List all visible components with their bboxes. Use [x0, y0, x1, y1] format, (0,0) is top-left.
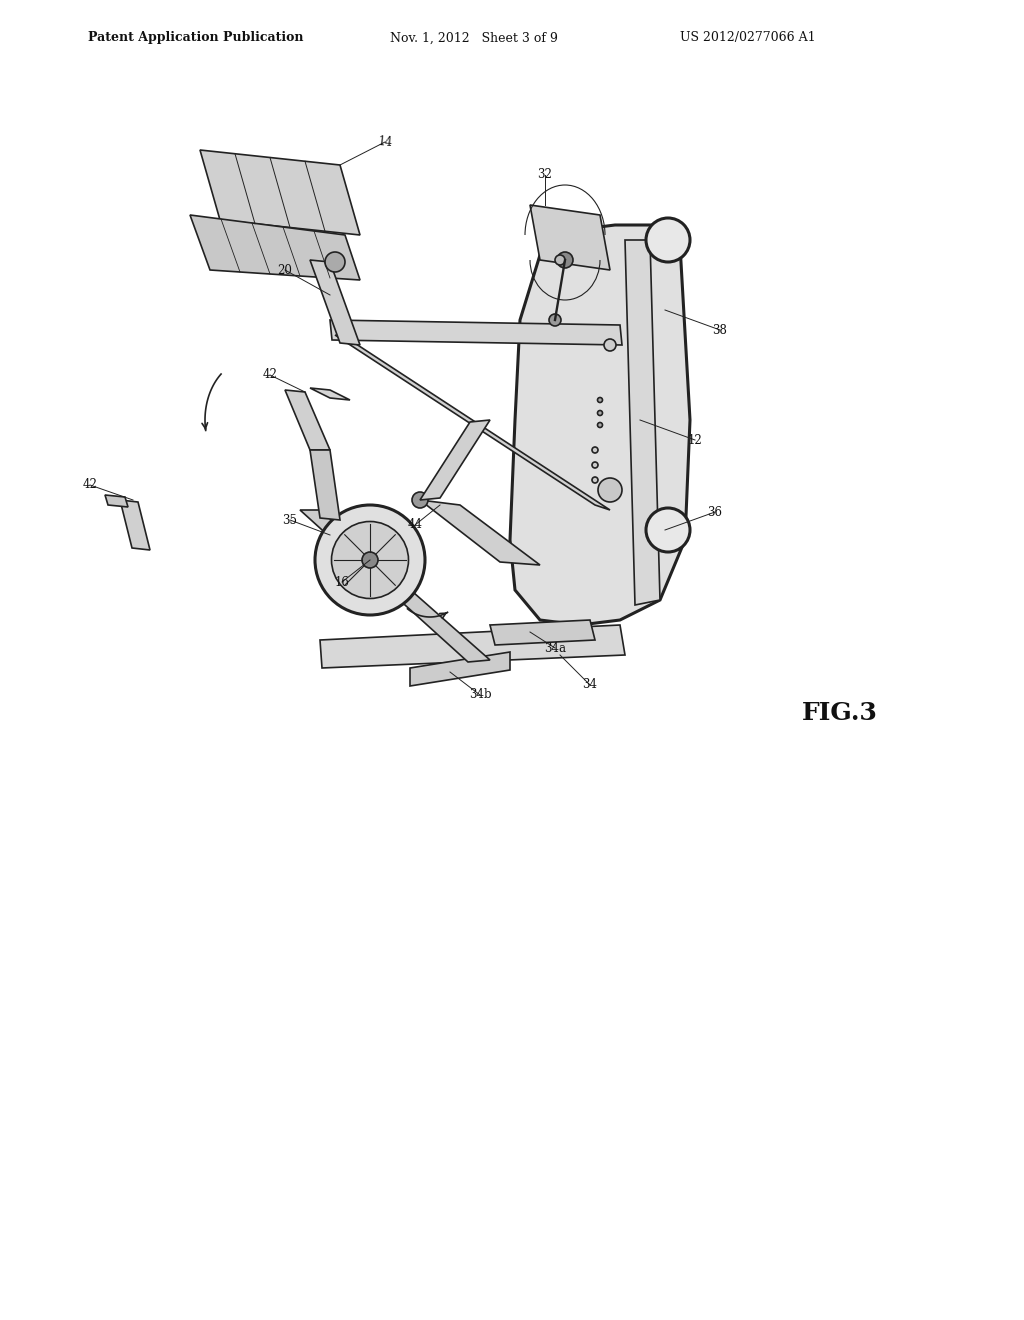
- Text: 38: 38: [713, 323, 727, 337]
- Text: 16: 16: [335, 576, 349, 589]
- Circle shape: [362, 552, 378, 568]
- Circle shape: [592, 477, 598, 483]
- Circle shape: [549, 314, 561, 326]
- Polygon shape: [319, 624, 625, 668]
- Polygon shape: [200, 150, 360, 235]
- Text: 34b: 34b: [469, 689, 492, 701]
- Text: Nov. 1, 2012   Sheet 3 of 9: Nov. 1, 2012 Sheet 3 of 9: [390, 32, 558, 45]
- Circle shape: [597, 397, 602, 403]
- Circle shape: [592, 462, 598, 469]
- Polygon shape: [530, 205, 610, 271]
- Polygon shape: [420, 420, 490, 500]
- Text: 35: 35: [283, 513, 298, 527]
- Text: 20: 20: [278, 264, 293, 276]
- Text: 44: 44: [408, 519, 423, 532]
- Circle shape: [412, 492, 428, 508]
- Text: Patent Application Publication: Patent Application Publication: [88, 32, 303, 45]
- Circle shape: [597, 411, 602, 416]
- Circle shape: [325, 252, 345, 272]
- Polygon shape: [120, 500, 150, 550]
- Circle shape: [597, 422, 602, 428]
- Circle shape: [315, 506, 425, 615]
- Text: 12: 12: [688, 433, 702, 446]
- Polygon shape: [330, 319, 622, 345]
- Text: 42: 42: [262, 368, 278, 381]
- Polygon shape: [190, 215, 360, 280]
- Polygon shape: [285, 389, 330, 450]
- Text: 34: 34: [583, 678, 597, 692]
- Polygon shape: [510, 224, 690, 624]
- Text: FIG.3: FIG.3: [802, 701, 878, 725]
- Polygon shape: [310, 450, 340, 520]
- Text: 36: 36: [708, 506, 723, 519]
- Text: 14: 14: [377, 135, 393, 149]
- Polygon shape: [410, 652, 510, 686]
- Polygon shape: [105, 495, 128, 507]
- Text: 42: 42: [83, 479, 97, 491]
- Circle shape: [598, 478, 622, 502]
- Circle shape: [604, 339, 616, 351]
- Polygon shape: [300, 510, 490, 663]
- Polygon shape: [420, 500, 540, 565]
- Circle shape: [592, 447, 598, 453]
- Circle shape: [646, 508, 690, 552]
- Circle shape: [555, 255, 565, 265]
- Text: US 2012/0277066 A1: US 2012/0277066 A1: [680, 32, 816, 45]
- Polygon shape: [310, 388, 350, 400]
- Polygon shape: [310, 260, 360, 345]
- Polygon shape: [335, 335, 610, 510]
- Circle shape: [646, 218, 690, 261]
- Circle shape: [557, 252, 573, 268]
- Circle shape: [332, 521, 409, 598]
- Text: 32: 32: [538, 169, 552, 181]
- Text: 34a: 34a: [544, 642, 566, 655]
- Polygon shape: [625, 240, 660, 605]
- Polygon shape: [490, 620, 595, 645]
